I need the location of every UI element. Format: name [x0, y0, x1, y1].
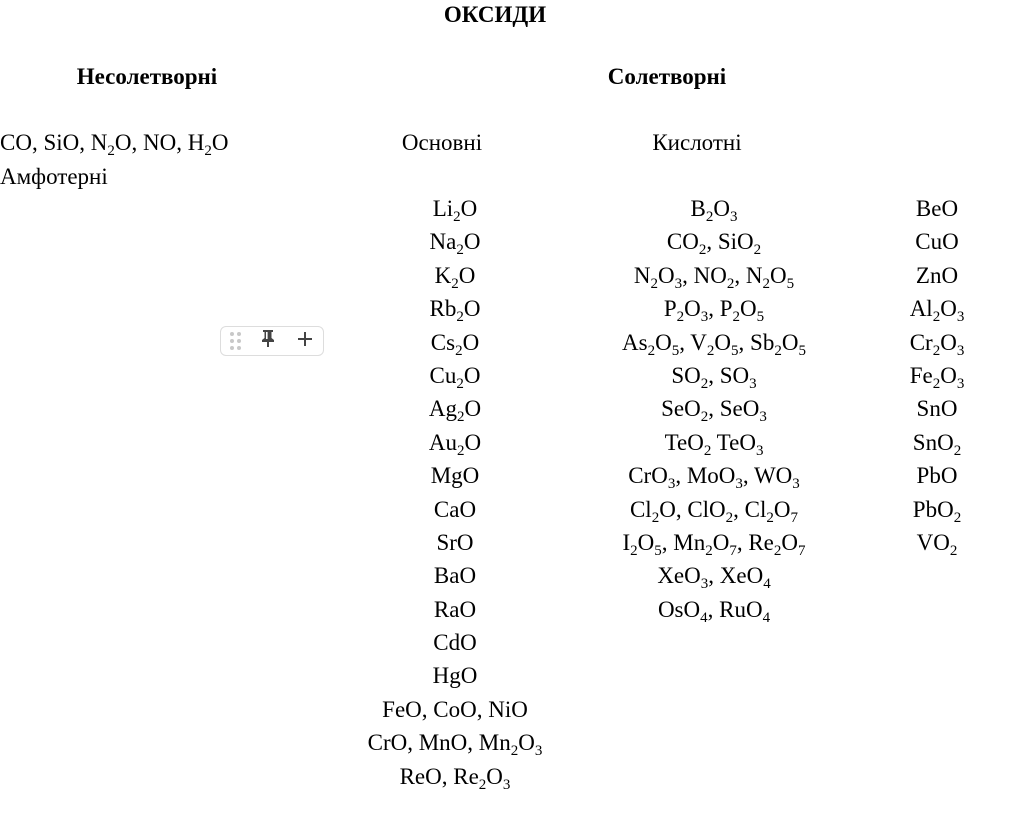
- acidic-oxide-item: XeO3, XeO4: [657, 563, 771, 593]
- basic-oxide-item: Cu2O: [429, 362, 481, 392]
- basic-oxide-item: Na2O: [429, 229, 481, 259]
- amphoteric-oxide-item: Cr2O3: [909, 329, 965, 359]
- basic-oxide-item: Au2O: [428, 429, 482, 459]
- heading-basic: Основні: [401, 130, 483, 155]
- heading-salt-forming: Солетворні: [607, 64, 727, 89]
- pin-icon[interactable]: [259, 328, 277, 354]
- amphoteric-oxide-item: Al2O3: [909, 296, 965, 326]
- amphoteric-oxide-item: SnO2: [912, 429, 962, 459]
- basic-oxide-item: ReO, Re2O3: [399, 763, 511, 793]
- non-salt-forming-list: CO, SiO, N2O, NO, H2O: [0, 130, 229, 159]
- acidic-oxide-item: CO2, SiO2: [666, 229, 762, 259]
- acidic-oxide-item: OsO4, RuO4: [657, 596, 771, 626]
- basic-oxide-item: BaO: [433, 563, 477, 589]
- basic-oxide-item: CaO: [433, 496, 477, 522]
- basic-oxide-item: Li2O: [432, 196, 478, 225]
- amphoteric-oxide-item: PbO2: [912, 496, 962, 526]
- acidic-oxide-item: I2O5, Mn2O7, Re2O7: [622, 529, 806, 559]
- amphoteric-oxide-item: ZnO: [915, 262, 959, 288]
- acidic-oxide-item: N2O3, NO2, N2O5: [633, 262, 795, 292]
- acidic-oxide-item: SO2, SO3: [671, 362, 757, 392]
- block-toolbar: [220, 326, 324, 356]
- amphoteric-oxide-item: PbO: [916, 463, 958, 489]
- acidic-oxide-item: P2O3, P2O5: [663, 296, 765, 326]
- acidic-oxide-item: SeO2, SeO3: [661, 396, 767, 426]
- basic-oxide-item: FeO, CoO, NiO: [382, 696, 528, 722]
- basic-oxide-item: K2O: [434, 262, 476, 292]
- basic-oxide-item: MgO: [430, 463, 480, 489]
- basic-oxide-item: Cs2O: [430, 329, 480, 359]
- acidic-oxide-item: Cl2O, ClO2, Cl2O7: [629, 496, 799, 526]
- basic-oxide-item: Ag2O: [428, 396, 482, 426]
- heading-acidic: Кислотні: [652, 130, 742, 155]
- page-title: ОКСИДИ: [443, 2, 547, 27]
- amphoteric-oxide-item: VO2: [916, 529, 958, 559]
- heading-non-salt-forming: Несолетворні: [76, 64, 218, 89]
- acidic-oxides-column: B2O3 CO2, SiO2 N2O3, NO2, N2O5 P2O3, P2O5 As…: [564, 192, 864, 626]
- basic-oxides-column: Li2O Na2O K2O Rb2O Cs2O Cu2O Ag2O Au2O MgO CaO SrO…: [305, 192, 605, 793]
- acidic-oxide-item: CrO3, MoO3, WO3: [628, 463, 800, 493]
- plus-icon[interactable]: [296, 328, 314, 354]
- basic-oxide-item: CdO: [433, 630, 477, 656]
- basic-oxide-item: RaO: [433, 596, 477, 622]
- basic-oxide-item: SrO: [436, 529, 474, 555]
- basic-oxide-item: Rb2O: [429, 296, 481, 326]
- acidic-oxide-item: B2O3: [690, 196, 738, 225]
- acidic-oxide-item: TeO2 TeO3: [664, 429, 764, 459]
- drag-handle-icon[interactable]: [230, 332, 242, 350]
- amphoteric-oxide-item: CuO: [915, 229, 959, 255]
- basic-oxide-item: HgO: [432, 663, 478, 689]
- heading-amphoteric: Амфотерні: [0, 164, 108, 189]
- acidic-oxide-item: As2O5, V2O5, Sb2O5: [622, 329, 806, 359]
- amphoteric-oxides-column: BeO CuO ZnO Al2O3 Cr2O3 Fe2O3 SnO SnO2 PbO PbO2 VO…: [787, 192, 1024, 559]
- basic-oxide-item: CrO, MnO, Mn2O3: [367, 730, 543, 760]
- amphoteric-oxide-item: SnO: [916, 396, 958, 422]
- amphoteric-oxide-item: BeO: [915, 196, 959, 221]
- amphoteric-oxide-item: Fe2O3: [909, 362, 965, 392]
